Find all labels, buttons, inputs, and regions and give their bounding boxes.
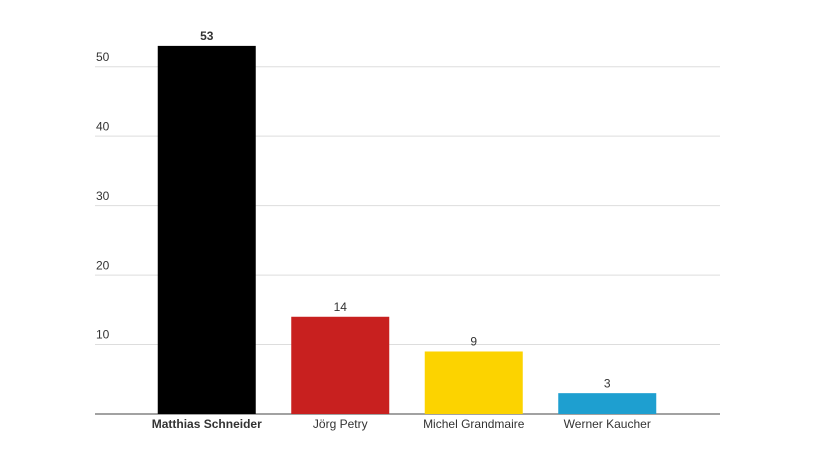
x-tick-label: Werner Kaucher xyxy=(564,417,651,431)
bar xyxy=(157,45,256,415)
value-label: 3 xyxy=(604,376,611,390)
y-tick-label: 30 xyxy=(96,189,110,203)
value-label: 14 xyxy=(334,300,348,314)
value-label: 9 xyxy=(470,335,477,349)
value-label: 53 xyxy=(200,29,214,43)
x-tick-label: Matthias Schneider xyxy=(152,417,262,431)
x-tick-label: Michel Grandmaire xyxy=(423,417,525,431)
x-tick-label: Jörg Petry xyxy=(313,417,368,431)
bar xyxy=(291,316,390,414)
y-tick-label: 40 xyxy=(96,119,110,133)
y-tick-label: 20 xyxy=(96,258,110,272)
y-tick-label: 10 xyxy=(96,328,110,342)
bar xyxy=(424,351,523,414)
bar xyxy=(558,393,657,414)
y-tick-label: 50 xyxy=(96,50,110,64)
